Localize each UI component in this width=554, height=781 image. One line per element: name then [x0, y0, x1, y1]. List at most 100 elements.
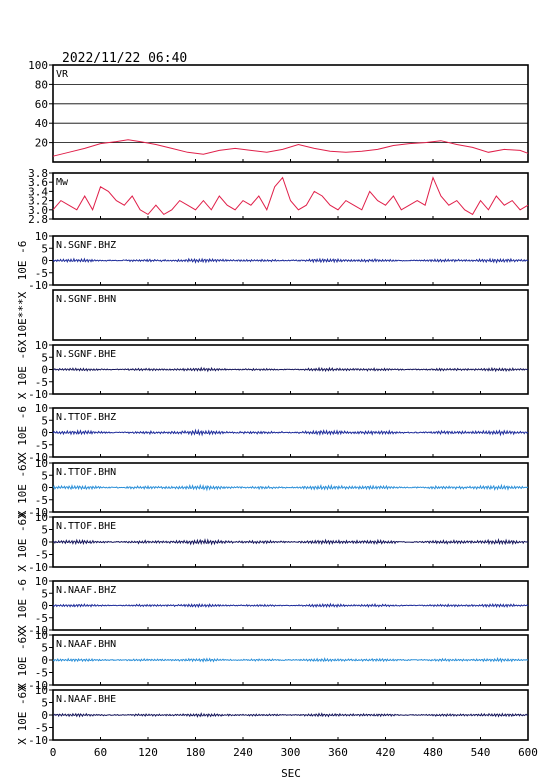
y-tick-label: 3.8 — [28, 167, 48, 180]
y-tick-label: 10 — [35, 511, 48, 524]
y-tick-label: -10 — [28, 624, 48, 637]
waveform-trace — [52, 656, 529, 663]
panel-label: N.NAAF.BHZ — [56, 585, 116, 596]
y-tick-label: -5 — [35, 667, 48, 680]
y-tick-label: 5 — [41, 414, 48, 427]
x-tick-label: 420 — [376, 746, 396, 759]
y-tick-label: -5 — [35, 494, 48, 507]
y-tick-label: 10 — [35, 339, 48, 352]
y-axis-label: X 10E -6 — [16, 406, 29, 459]
waveform-trace — [52, 712, 528, 718]
y-tick-label: -5 — [35, 267, 48, 280]
y-axis-label: X 10E -6X — [16, 457, 29, 517]
y-tick-label: -5 — [35, 549, 48, 562]
panel-label: N.NAAF.BHE — [56, 694, 116, 705]
y-axis-label: X 10E -6X — [16, 685, 29, 745]
y-tick-label: -10 — [28, 679, 48, 692]
x-tick-label: 300 — [281, 746, 301, 759]
timestamp-label: 2022/11/22 06:40 — [62, 51, 187, 66]
y-tick-label: -10 — [28, 506, 48, 519]
waveform-trace — [52, 257, 529, 264]
panel-label: Mw — [56, 177, 69, 188]
x-tick-label: 540 — [471, 746, 491, 759]
panel-label: VR — [56, 69, 69, 80]
y-tick-label: 3.0 — [28, 204, 48, 217]
y-tick-label: -10 — [28, 451, 48, 464]
panel-frame — [52, 172, 529, 220]
waveform-trace — [52, 537, 529, 546]
y-tick-label: -5 — [35, 439, 48, 452]
panel-label: N.TTOF.BHE — [56, 521, 116, 532]
y-axis-label: X 10E -6 — [16, 579, 29, 632]
waveform-trace — [52, 602, 529, 609]
y-tick-label: 10 — [35, 402, 48, 415]
y-tick-label: 20 — [35, 137, 48, 150]
y-tick-label: -10 — [28, 734, 48, 747]
y-tick-label: 40 — [35, 117, 48, 130]
x-tick-label: 120 — [138, 746, 158, 759]
x-tick-label: 240 — [233, 746, 253, 759]
y-tick-label: 100 — [28, 59, 48, 72]
y-tick-label: -10 — [28, 388, 48, 401]
y-tick-label: 0 — [41, 600, 48, 613]
y-tick-label: 5 — [41, 587, 48, 600]
panel-label: N.SGNF.BHE — [56, 349, 116, 360]
y-tick-label: 60 — [35, 98, 48, 111]
y-tick-label: 5 — [41, 242, 48, 255]
panel-n-sgnf-bhn: N.SGNF.BHN 10E***X — [16, 289, 529, 341]
x-tick-label: 0 — [50, 746, 57, 759]
y-tick-label: 10 — [35, 629, 48, 642]
y-tick-label: 10 — [35, 684, 48, 697]
y-axis-label: 10E -6 — [16, 241, 29, 281]
y-tick-label: -10 — [28, 279, 48, 292]
x-tick-label: 600 — [518, 746, 538, 759]
y-axis-label: X 10E -6X — [16, 339, 29, 399]
y-axis-label: X 10E -6X — [16, 512, 29, 572]
y-tick-label: 80 — [35, 78, 48, 91]
panel-label: N.SGNF.BHZ — [56, 240, 116, 251]
x-tick-label: 480 — [423, 746, 443, 759]
series-line-vr — [52, 139, 529, 157]
y-tick-label: 3.2 — [28, 195, 48, 208]
panel-vr: 20 40 60 80 100 VR — [28, 59, 529, 163]
y-tick-label: 0 — [41, 255, 48, 268]
panels-group: 20406080100VR2.83.03.23.43.63.8Mw-10-505… — [16, 59, 538, 759]
panel-mw: 2.83.03.23.43.63.8 Mw — [28, 167, 529, 226]
panel-label: N.TTOF.BHZ — [56, 412, 116, 423]
y-tick-label: 2.8 — [28, 213, 48, 226]
panel-label: N.NAAF.BHN — [56, 639, 116, 650]
y-tick-label: 0 — [41, 427, 48, 440]
y-tick-label: 0 — [41, 364, 48, 377]
y-axis-label: X 10E -6X — [16, 630, 29, 690]
y-axis-label: 10E***X — [16, 291, 29, 338]
y-tick-label: -10 — [28, 561, 48, 574]
panel-frame — [52, 289, 529, 341]
y-tick-label: -5 — [35, 612, 48, 625]
waveform-trace — [52, 483, 529, 492]
y-tick-label: 0 — [41, 536, 48, 549]
y-tick-label: 5 — [41, 697, 48, 710]
x-tick-label: 60 — [94, 746, 107, 759]
y-tick-label: 10 — [35, 575, 48, 588]
y-tick-label: 3.6 — [28, 176, 48, 189]
waveform-trace — [52, 366, 529, 373]
y-tick-label: 5 — [41, 351, 48, 364]
y-tick-label: 0 — [41, 654, 48, 667]
x-axis-label: SEC — [281, 767, 301, 780]
x-tick-label: 360 — [328, 746, 348, 759]
y-tick-label: 3.4 — [28, 185, 48, 198]
y-tick-label: 0 — [41, 709, 48, 722]
y-tick-label: 5 — [41, 642, 48, 655]
y-tick-label: 5 — [41, 524, 48, 537]
y-tick-label: 10 — [35, 230, 48, 243]
waveform-trace — [52, 428, 529, 437]
